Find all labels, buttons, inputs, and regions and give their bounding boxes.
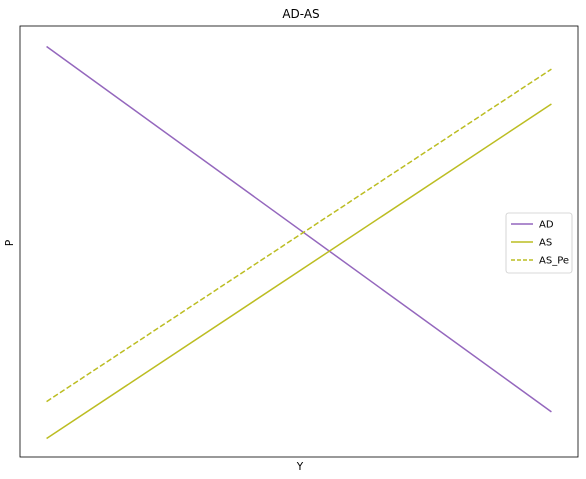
legend-box [505,212,573,274]
plot-frame [19,25,579,458]
legend: AD AS AS_Pe [505,212,573,274]
plot-lines [46,45,552,440]
legend-label-ad: AD [539,220,554,231]
series-line-as [46,103,552,440]
legend-label-as-pe: AS_Pe [539,256,569,267]
series-line-ad [46,45,552,413]
legend-label-as: AS [539,238,552,249]
chart-title: AD-AS [282,7,319,21]
series-line-as-pe [46,68,552,403]
y-axis-label: P [4,240,16,246]
x-axis-label: Y [296,461,304,473]
